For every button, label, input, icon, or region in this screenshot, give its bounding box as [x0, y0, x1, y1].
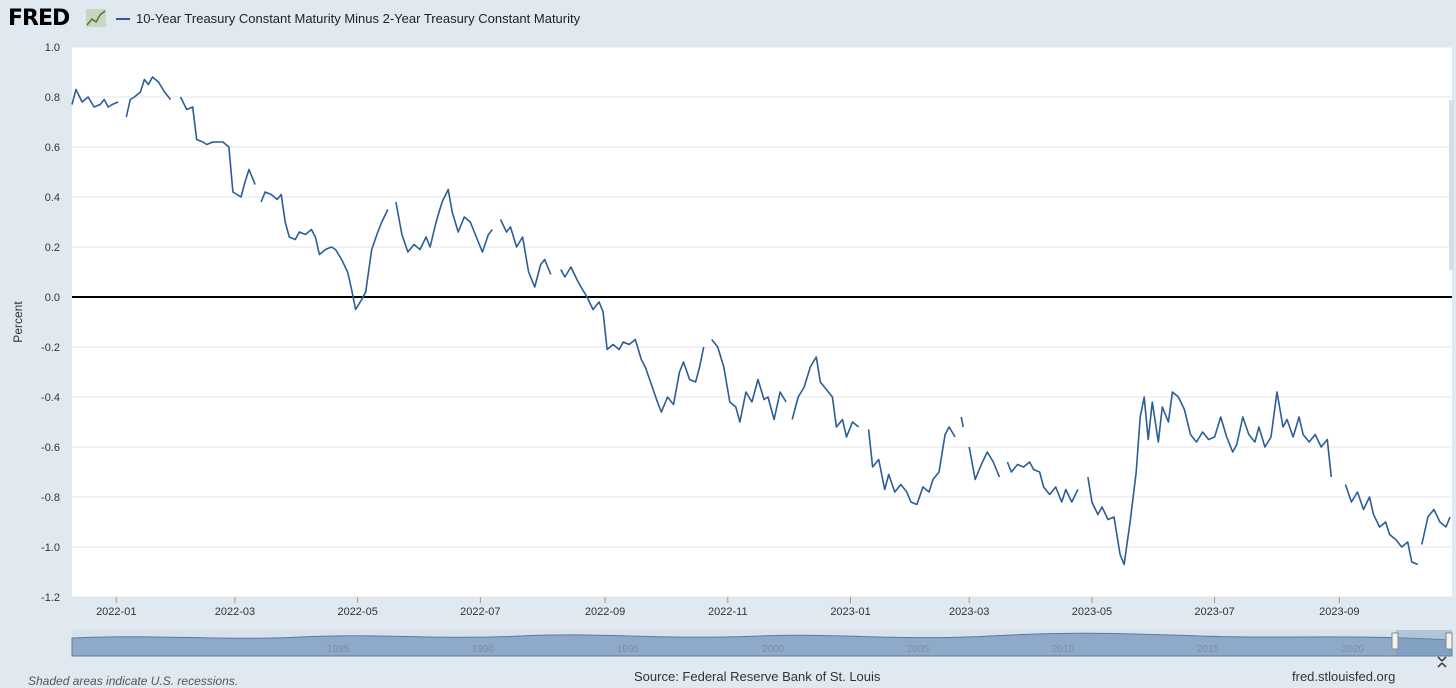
y-tick-label: 0.2: [45, 242, 60, 254]
line-chart[interactable]: 1.0 0.8 0.6 0.4 0.2 0.0 -0.2 -0.4 -0.6 -0.8 -1.0 -1…: [0, 0, 1456, 668]
navigator-handle-left[interactable]: [1391, 632, 1399, 650]
site-link[interactable]: fred.stlouisfed.org: [1292, 669, 1396, 684]
x-tick-label: 2022-03: [215, 606, 255, 618]
y-tick-label: 0.6: [45, 142, 60, 154]
y-tick-label: -1.0: [41, 542, 60, 554]
y-tick-label: 1.0: [45, 42, 60, 54]
navigator-year-label: 1995: [617, 644, 640, 655]
navigator-year-label: 2020: [1342, 644, 1365, 655]
navigator-selection[interactable]: [1396, 630, 1452, 656]
series-line[interactable]: [71, 76, 1451, 566]
x-tick-label: 2022-11: [708, 606, 748, 618]
x-tick-label: 2022-05: [337, 606, 377, 618]
navigator-year-label: 2005: [907, 644, 930, 655]
x-tick-label: 2023-07: [1194, 606, 1234, 618]
legend-swatch: [116, 18, 130, 20]
x-tick-label: 2023-01: [830, 606, 870, 618]
navigator-handle-right[interactable]: [1445, 632, 1453, 650]
fullscreen-icon[interactable]: [1437, 656, 1447, 668]
legend-label[interactable]: 10-Year Treasury Constant Maturity Minus…: [136, 11, 581, 26]
y-tick-label: -0.2: [41, 342, 60, 354]
y-tick-label: -0.6: [41, 442, 60, 454]
navigator-series: [71, 632, 1453, 657]
recession-note: Shaded areas indicate U.S. recessions.: [28, 674, 239, 688]
chart-header: FRED 10-Year Treasury Constant Maturity …: [0, 0, 1456, 40]
y-tick-label: 0.0: [45, 292, 60, 304]
x-tick-label: 2023-05: [1072, 606, 1112, 618]
y-tick-label: -0.8: [41, 492, 60, 504]
x-tick-label: 2022-01: [96, 606, 136, 618]
x-tick-label: 2023-09: [1319, 606, 1359, 618]
navigator-year-label: 1985: [327, 644, 350, 655]
x-tick-label: 2022-09: [585, 606, 625, 618]
line-chart-icon: [86, 9, 106, 27]
navigator-year-label: 2010: [1052, 644, 1075, 655]
navigator-year-labels: 1985 1990 1995 2000 2005 2010 2015 2020: [327, 644, 1365, 655]
y-tick-label: -0.4: [41, 392, 60, 404]
y-tick-label: 0.4: [45, 192, 60, 204]
x-tick-label: 2023-03: [949, 606, 989, 618]
fred-logo[interactable]: FRED: [8, 6, 70, 31]
y-axis: 1.0 0.8 0.6 0.4 0.2 0.0 -0.2 -0.4 -0.6 -0.8 -1.0 -1…: [41, 42, 60, 604]
y-tick-label: 0.8: [45, 92, 60, 104]
navigator-year-label: 2000: [762, 644, 785, 655]
x-axis: 2022-01 2022-03 2022-05 2022-07 2022-09 2022-…: [96, 597, 1360, 618]
x-tick-label: 2022-07: [460, 606, 500, 618]
y-axis-label: Percent: [11, 301, 25, 343]
scrollbar[interactable]: [1449, 100, 1454, 270]
navigator[interactable]: 1985 1990 1995 2000 2005 2010 2015 2020: [71, 630, 1453, 657]
source-note: Source: Federal Reserve Bank of St. Loui…: [634, 669, 881, 684]
navigator-year-label: 2015: [1197, 644, 1220, 655]
y-tick-label: -1.2: [41, 592, 60, 604]
plot-area: [72, 47, 1452, 597]
navigator-year-label: 1990: [472, 644, 495, 655]
